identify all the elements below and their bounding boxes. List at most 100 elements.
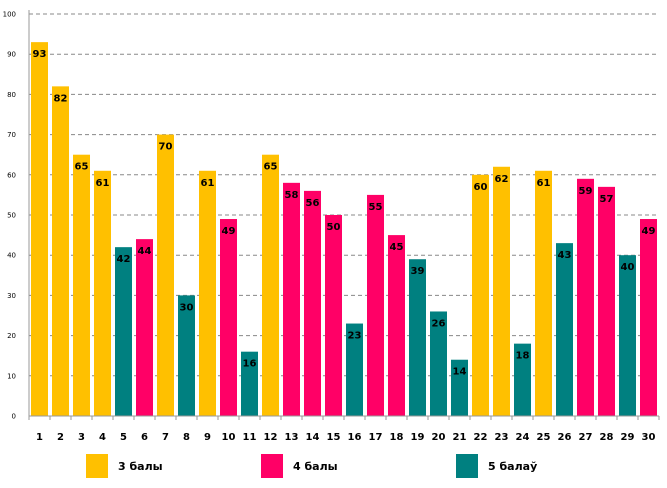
x-tick-label-21: 21 (453, 432, 467, 443)
data-label-25: 61 (537, 178, 551, 189)
bar-27 (577, 178, 594, 416)
x-tick-label-3: 3 (78, 432, 85, 443)
x-tick-label-22: 22 (474, 432, 488, 443)
bar-2 (52, 86, 69, 417)
data-label-21: 14 (453, 367, 467, 378)
data-label-4: 61 (96, 178, 110, 189)
y-tick-label: 0 (12, 413, 16, 421)
y-tick-label: 20 (7, 332, 16, 340)
bar-9 (199, 170, 216, 416)
bar-13 (283, 182, 300, 416)
x-tick-label-8: 8 (183, 432, 190, 443)
bar-11 (241, 351, 258, 416)
legend-label-4: 4 балы (293, 459, 338, 473)
x-tick-label-29: 29 (621, 432, 635, 443)
x-tick-label-24: 24 (516, 432, 530, 443)
bar-22 (472, 174, 489, 416)
x-tick-label-26: 26 (558, 432, 572, 443)
data-label-10: 49 (222, 226, 236, 237)
y-tick-label: 30 (7, 292, 16, 300)
x-tick-label-16: 16 (348, 432, 362, 443)
x-tick-label-30: 30 (642, 432, 656, 443)
x-tick-label-28: 28 (600, 432, 614, 443)
y-tick-label: 40 (7, 252, 16, 260)
x-tick-label-5: 5 (120, 432, 127, 443)
data-label-1: 93 (33, 49, 47, 60)
legend-label-3: 3 балы (118, 459, 163, 473)
data-label-17: 55 (369, 202, 383, 213)
data-labels: 93 82 65 61 42 44 70 30 61 49 16 65 58 56 50 23 55 45 39 26… (33, 49, 656, 378)
data-label-20: 26 (432, 318, 446, 329)
data-label-24: 18 (516, 351, 530, 362)
x-tick-label-10: 10 (222, 432, 236, 443)
data-label-29: 40 (621, 262, 635, 273)
data-label-30: 49 (642, 226, 656, 237)
data-label-26: 43 (558, 250, 572, 261)
y-tick-label: 70 (7, 131, 16, 139)
bar-25 (535, 170, 552, 416)
bar-19 (409, 259, 426, 416)
x-tick-label-20: 20 (432, 432, 446, 443)
data-label-8: 30 (180, 302, 194, 313)
data-label-28: 57 (600, 194, 614, 205)
data-label-16: 23 (348, 331, 362, 342)
x-tick-label-17: 17 (369, 432, 383, 443)
bars (31, 42, 657, 417)
data-label-2: 82 (54, 93, 68, 104)
data-label-6: 44 (138, 246, 152, 257)
data-label-22: 60 (474, 182, 488, 193)
data-label-27: 59 (579, 186, 593, 197)
bar-17 (367, 194, 384, 416)
bar-6 (136, 239, 153, 416)
bar-12 (262, 154, 279, 416)
bar-29 (619, 255, 636, 416)
y-tick-label: 10 (7, 372, 16, 380)
x-tick-label-6: 6 (141, 432, 148, 443)
bar-30 (640, 219, 657, 416)
x-tick-label-9: 9 (204, 432, 211, 443)
data-label-7: 70 (159, 142, 173, 153)
legend-item-3: 3 балы (86, 453, 163, 479)
legend-item-4: 4 балы (261, 453, 338, 479)
x-tick-label-2: 2 (57, 432, 64, 443)
x-tick-label-11: 11 (243, 432, 257, 443)
data-label-3: 65 (75, 162, 89, 173)
bar-4 (94, 170, 111, 416)
x-tick-label-27: 27 (579, 432, 593, 443)
bar-20 (430, 311, 447, 416)
bar-1 (31, 42, 48, 416)
bar-21 (451, 359, 468, 416)
y-tick-label: 80 (7, 91, 16, 99)
legend-swatch-5 (456, 454, 478, 478)
bar-15 (325, 215, 342, 416)
bar-28 (598, 186, 615, 416)
bar-8 (178, 295, 195, 416)
legend-swatch-4 (261, 454, 283, 478)
bar-14 (304, 190, 321, 416)
data-label-11: 16 (243, 359, 257, 370)
x-tick-label-7: 7 (162, 432, 169, 443)
x-tick-label-23: 23 (495, 432, 509, 443)
data-label-5: 42 (117, 254, 131, 265)
bar-10 (220, 219, 237, 416)
data-label-14: 56 (306, 198, 320, 209)
bar-26 (556, 243, 573, 416)
data-label-23: 62 (495, 174, 509, 185)
data-label-19: 39 (411, 266, 425, 277)
grid-lines (29, 13, 659, 377)
bar-23 (493, 166, 510, 416)
y-tick-label: 90 (7, 51, 16, 59)
legend-item-5: 5 балаў (456, 453, 537, 479)
x-tick-label-25: 25 (537, 432, 551, 443)
bar-7 (157, 134, 174, 416)
bar-24 (514, 343, 531, 416)
x-tick-label-12: 12 (264, 432, 278, 443)
data-label-18: 45 (390, 242, 404, 253)
y-tick-label: 60 (7, 171, 16, 179)
data-label-9: 61 (201, 178, 215, 189)
x-tick-label-4: 4 (99, 432, 106, 443)
bar-18 (388, 235, 405, 416)
x-tick-label-19: 19 (411, 432, 425, 443)
x-tick-label-13: 13 (285, 432, 299, 443)
